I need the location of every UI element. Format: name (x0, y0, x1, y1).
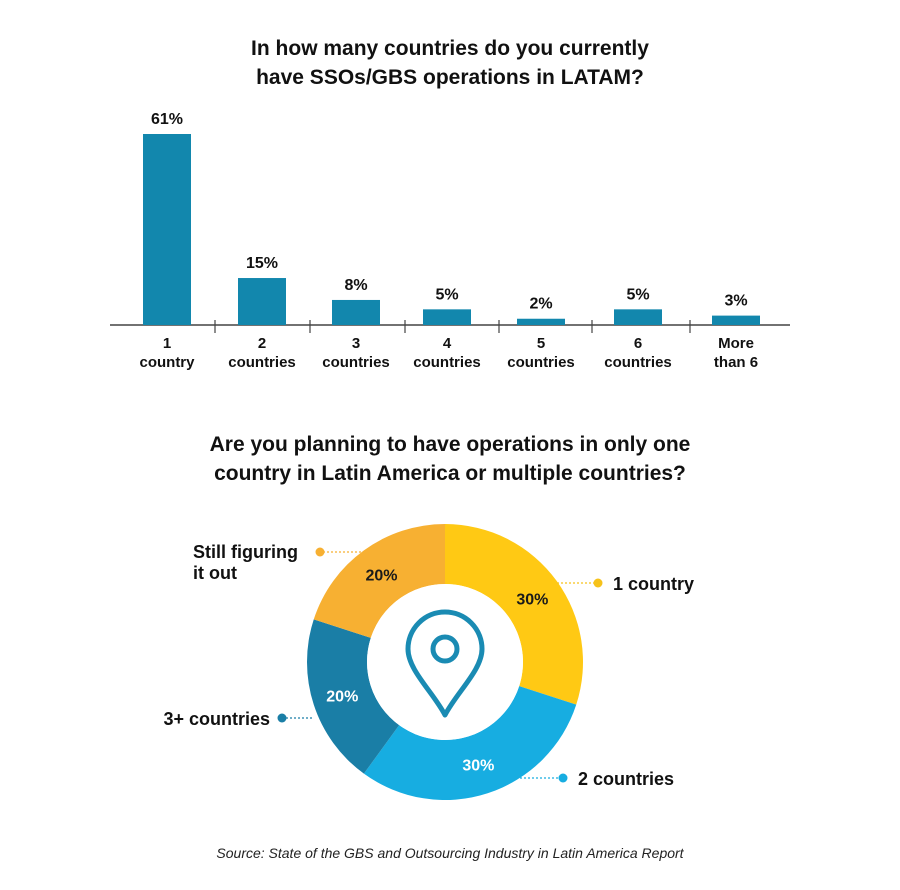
bar-value-label: 2% (529, 296, 552, 313)
donut-chart-title: Are you planning to have operations in o… (0, 430, 900, 488)
donut-chart-title-line: Are you planning to have operations in o… (209, 433, 691, 456)
slice-value-label: 30% (462, 758, 494, 775)
slice-category-label: 3+ countries (163, 709, 270, 729)
slice-value-label: 20% (366, 568, 398, 585)
slice-value-label: 20% (326, 688, 358, 705)
slice-category-label: 2 countries (578, 769, 674, 789)
x-tick-label: countries (322, 354, 390, 371)
slice-category-label: Still figuring (193, 542, 298, 562)
x-tick-label: country (139, 354, 195, 371)
leader-dot (558, 773, 568, 783)
x-tick-label: 2 (258, 335, 266, 352)
x-tick-label: countries (507, 354, 575, 371)
bar-value-label: 3% (724, 293, 747, 310)
bar (614, 309, 662, 325)
x-tick-label: 6 (634, 335, 642, 352)
donut-slice (306, 619, 400, 774)
bar (143, 134, 191, 325)
bar-chart-title-line: have SSOs/GBS operations in LATAM? (256, 66, 644, 89)
x-tick-label: countries (413, 354, 481, 371)
bar-value-label: 5% (626, 286, 649, 303)
slice-category-label: it out (193, 563, 237, 583)
slice-category-label: 1 country (613, 574, 694, 594)
x-tick-label: More (718, 335, 754, 352)
bar (712, 315, 760, 325)
bar (238, 278, 286, 325)
x-tick-label: 1 (163, 335, 171, 352)
bar-chart-title-line: In how many countries do you currently (251, 37, 649, 60)
bar (517, 318, 565, 325)
bar-chart-title: In how many countries do you currently h… (0, 34, 900, 92)
x-tick-label: countries (228, 354, 296, 371)
bar-value-label: 8% (344, 277, 367, 294)
leader-dot (593, 578, 603, 588)
source-note: Source: State of the GBS and Outsourcing… (216, 845, 684, 861)
bar (332, 299, 380, 325)
bar-value-label: 15% (246, 255, 278, 272)
donut-slice (313, 524, 445, 638)
x-tick-label: countries (604, 354, 672, 371)
donut-slice (445, 524, 583, 705)
donut-slice (363, 686, 577, 800)
bar-value-label: 5% (435, 286, 458, 303)
bar (423, 309, 471, 325)
bar-chart: 61% 1 country 15% 2 countries 8% 3 countries 5% 4 c… (110, 111, 790, 371)
x-tick-label: 4 (443, 335, 452, 352)
x-tick-label: 5 (537, 335, 545, 352)
bar-value-label: 61% (151, 111, 183, 128)
leader-dot (277, 713, 287, 723)
x-tick-label: than 6 (714, 354, 758, 371)
map-pin-icon (405, 609, 485, 718)
leader-dot (315, 547, 325, 557)
donut-chart-title-line: country in Latin America or multiple cou… (214, 462, 686, 485)
slice-value-label: 30% (516, 592, 548, 609)
x-tick-label: 3 (352, 335, 360, 352)
